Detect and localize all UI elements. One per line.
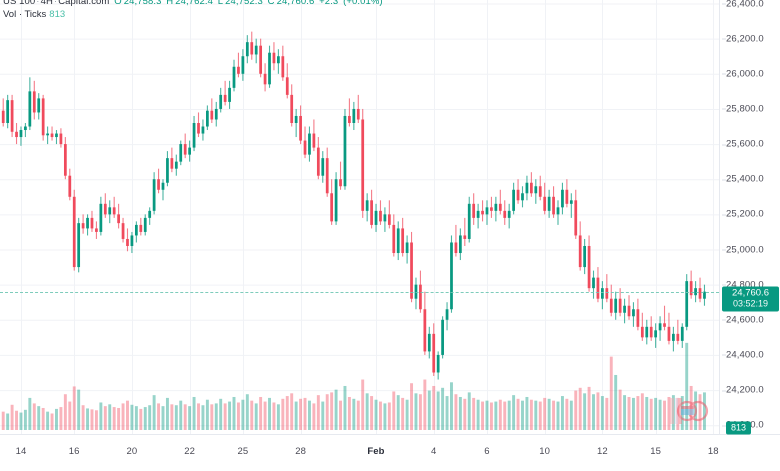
- price-tick-dash: [722, 425, 726, 427]
- open-value: 24,758.3: [123, 0, 162, 7]
- price-tick-dash: [722, 73, 726, 75]
- legend-separator-2: ·: [53, 0, 58, 7]
- grid-lines: [0, 0, 719, 434]
- price-tick-dash: [722, 179, 726, 181]
- price-tick: 26,400.0: [722, 0, 764, 9]
- high-label: H: [166, 0, 174, 7]
- legend-separator-1: ·: [36, 0, 40, 7]
- time-tick: 4: [430, 446, 437, 457]
- time-tick: 10: [539, 446, 551, 457]
- price-tick-dash: [722, 284, 726, 286]
- volume-legend-value: 813: [49, 9, 66, 20]
- price-tick-dash: [722, 249, 726, 251]
- price-tick-dash: [722, 354, 726, 356]
- change-percent: (+0.01%): [343, 0, 383, 7]
- price-tick-dash: [722, 108, 726, 110]
- chart-legend: US 100·4H·Capital.com O 24,758.3 H 24,762.…: [3, 0, 383, 8]
- price-tick: 26,000.0: [722, 68, 764, 79]
- time-tick: 22: [184, 446, 195, 457]
- price-tick: 25,400.0: [722, 174, 764, 185]
- open-label: O: [114, 0, 122, 7]
- price-tick: 24,400.0: [722, 349, 764, 360]
- price-tick: 25,000.0: [722, 244, 764, 255]
- price-tick-dash: [722, 319, 726, 321]
- volume-bars: [1, 342, 706, 430]
- high-value: 24,762.4: [175, 0, 213, 7]
- interval-label[interactable]: 4H: [40, 0, 53, 7]
- low-value: 24,752.3: [225, 0, 263, 7]
- source-label: Capital.com: [58, 0, 110, 7]
- price-tick: 24,600.0: [722, 314, 764, 325]
- bar-countdown-timer: 03:52:19: [732, 298, 769, 309]
- capital-com-watermark-logo: [670, 398, 709, 424]
- plot-area[interactable]: [0, 0, 719, 434]
- time-tick: 12: [597, 446, 608, 457]
- time-tick: 6: [484, 446, 490, 457]
- price-tick: 25,600.0: [722, 139, 764, 150]
- time-tick: 18: [707, 446, 719, 457]
- volume-legend: Vol · Ticks 813: [3, 9, 65, 21]
- time-scale[interactable]: 14 16 20 22 25 28 Feb 4 6 10 12 15 18: [0, 434, 780, 471]
- close-value: 24,760.6: [276, 0, 315, 7]
- close-label: C: [267, 0, 275, 7]
- candlestick-series: [1, 31, 706, 380]
- price-tick: 25,200.0: [722, 209, 764, 220]
- price-tick-dash: [722, 390, 726, 392]
- current-price-badge[interactable]: 24,760.6 03:52:19: [722, 286, 779, 312]
- symbol-label[interactable]: US 100: [3, 0, 36, 7]
- price-tick: 24,200.0: [722, 385, 764, 396]
- current-price-value: 24,760.6: [732, 287, 769, 299]
- price-tick-dash: [722, 3, 726, 5]
- current-price-line: [0, 291, 719, 293]
- time-tick: 25: [237, 446, 249, 457]
- price-tick: 26,200.0: [722, 33, 764, 44]
- time-tick: 16: [68, 446, 80, 457]
- time-tick: 20: [126, 446, 138, 457]
- low-label: L: [217, 0, 224, 7]
- price-tick: 25,800.0: [722, 103, 764, 114]
- volume-legend-label: Vol · Ticks: [3, 9, 47, 20]
- change-value: +2.3: [319, 0, 339, 7]
- price-tick-dash: [722, 144, 726, 146]
- price-tick-dash: [722, 214, 726, 216]
- volume-value-badge: 813: [726, 421, 752, 435]
- time-tick: 15: [650, 446, 661, 457]
- price-tick: 24,800.0: [722, 279, 764, 290]
- time-tick: Feb: [367, 446, 385, 457]
- time-tick: 28: [295, 446, 306, 457]
- price-tick-dash: [722, 38, 726, 40]
- price-scale[interactable]: 26,400.0 26,200.0 26,000.0 25,800.0 25,6…: [719, 0, 780, 435]
- time-tick: 14: [15, 446, 27, 457]
